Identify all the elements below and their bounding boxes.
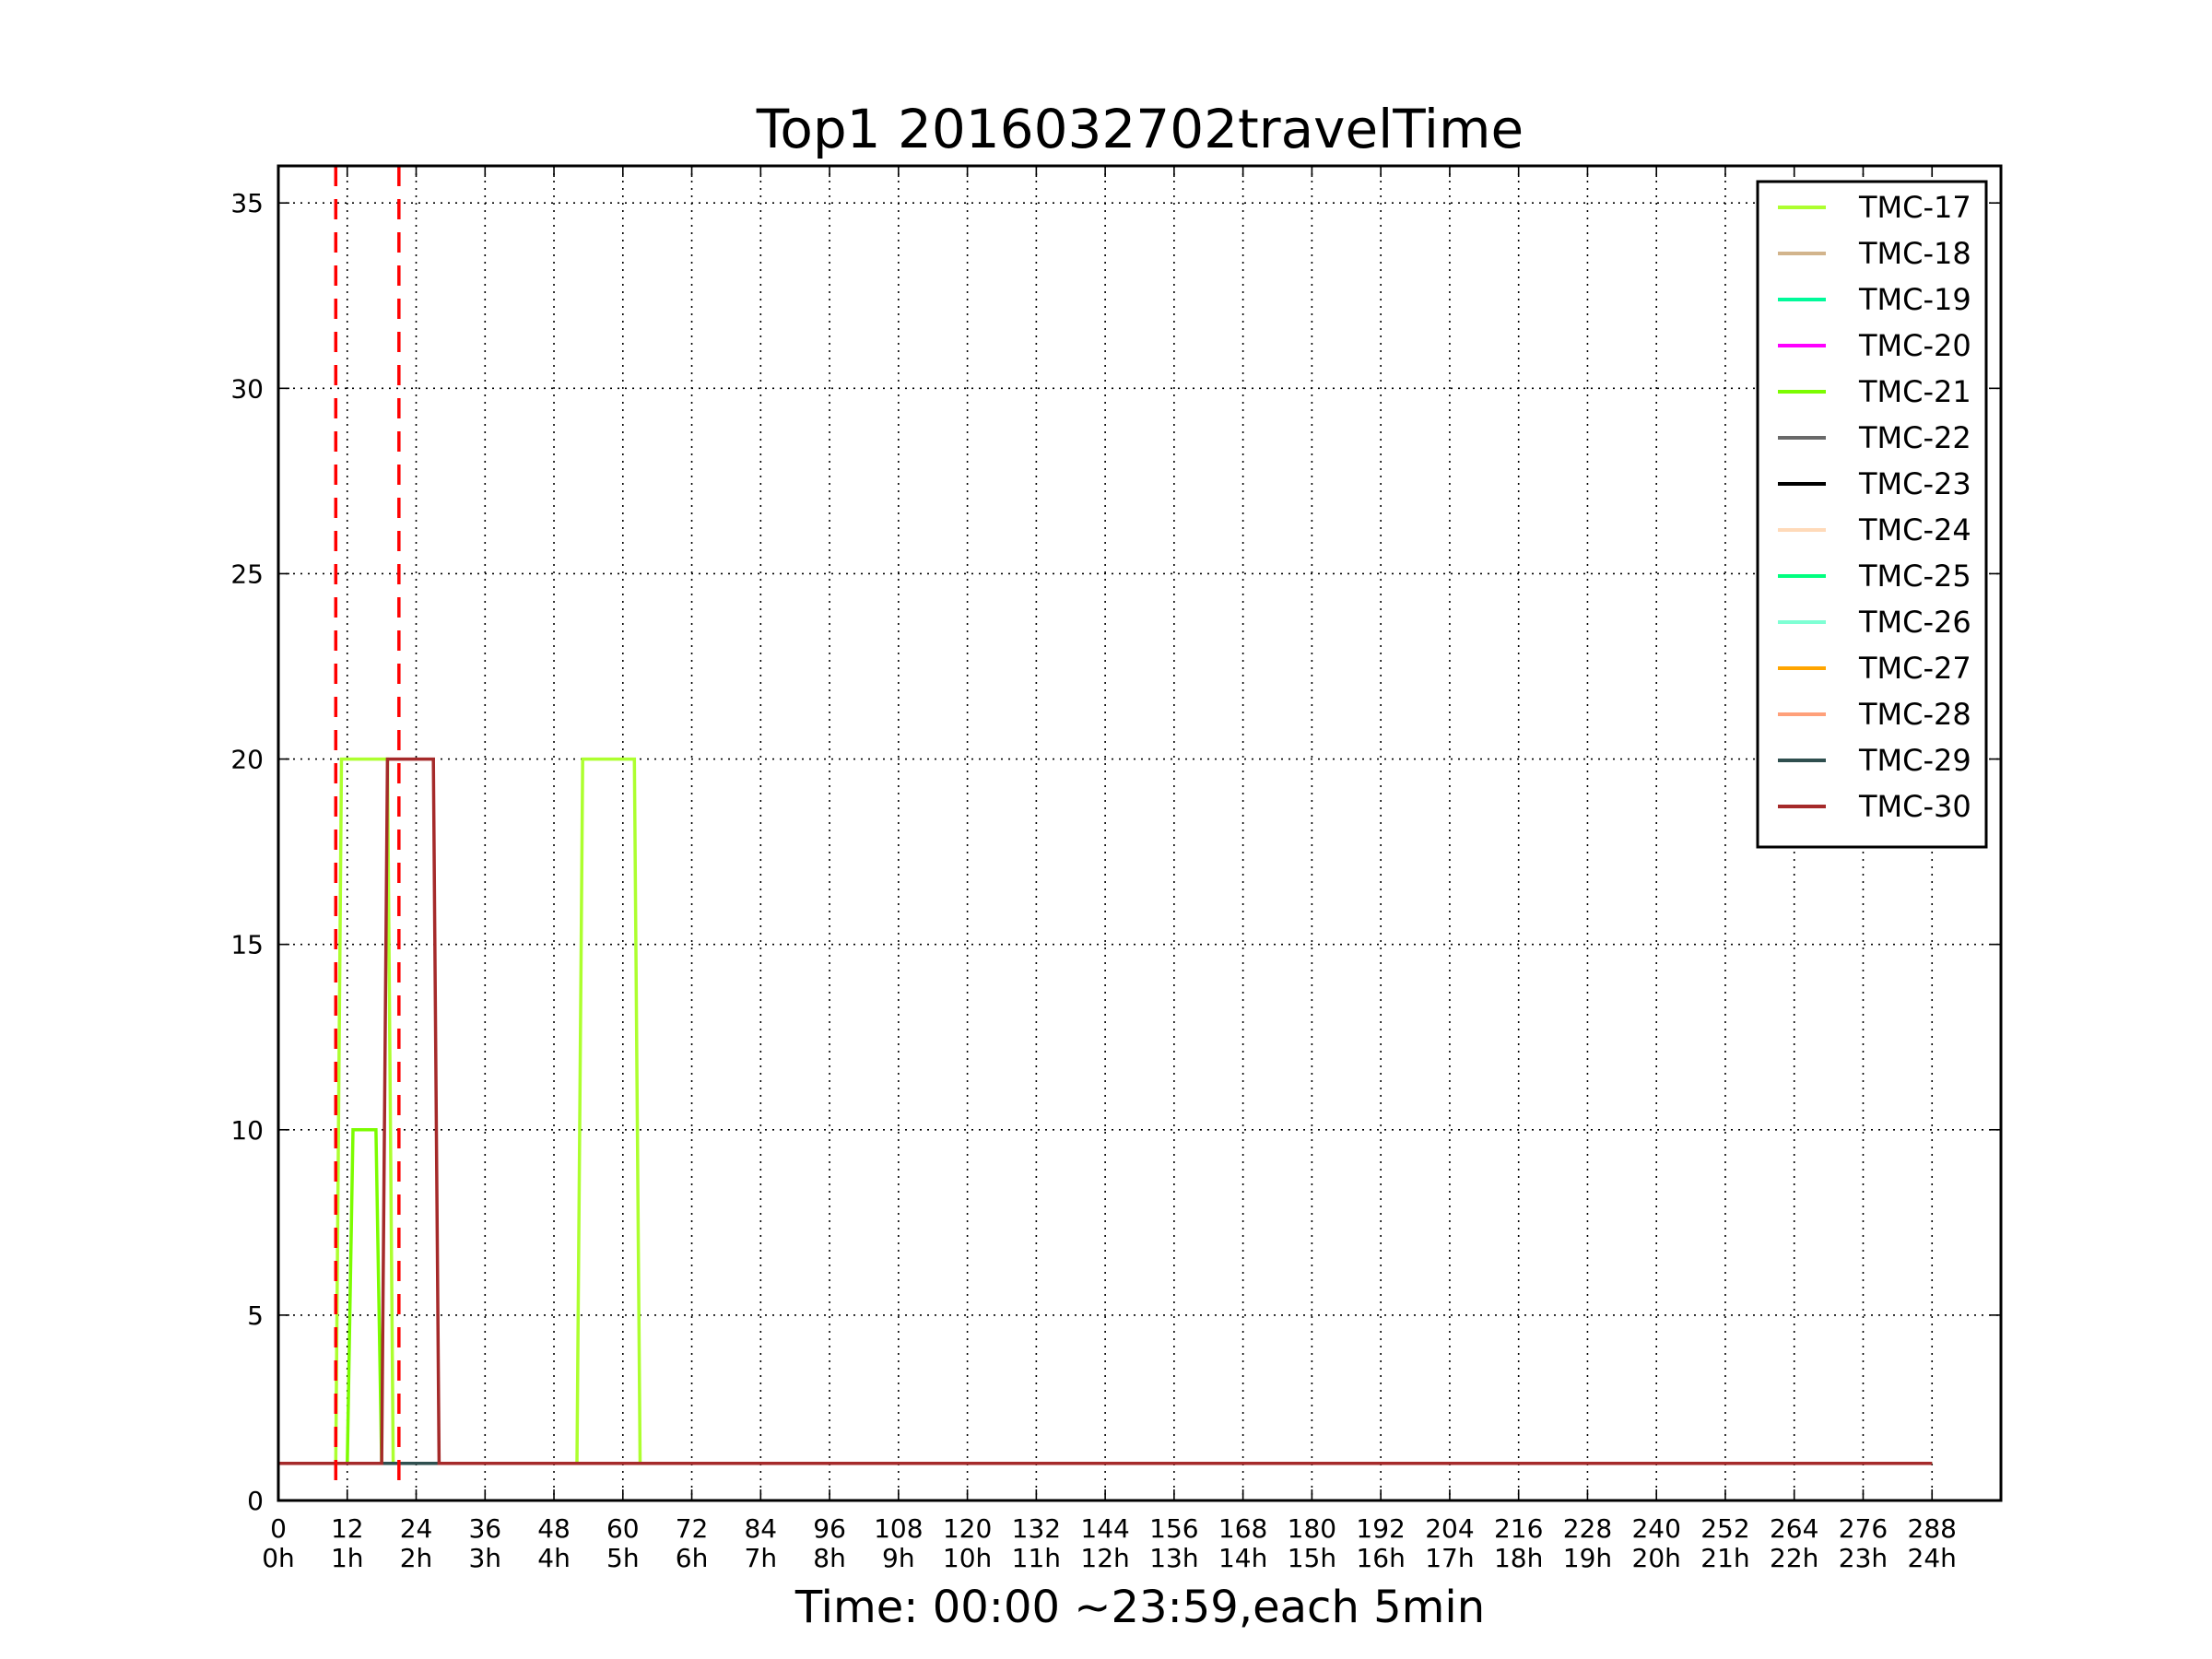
x-tick-hour-label: 6h	[676, 1543, 709, 1573]
x-tick-label: 144	[1080, 1513, 1129, 1544]
legend-label: TMC-30	[1858, 789, 1971, 824]
y-tick-label: 25	[230, 559, 264, 589]
x-tick-hour-label: 11h	[1012, 1543, 1061, 1573]
x-tick-hour-label: 16h	[1356, 1543, 1405, 1573]
x-tick-hour-label: 15h	[1288, 1543, 1336, 1573]
x-tick-label: 36	[468, 1513, 501, 1544]
x-tick-hour-label: 22h	[1770, 1543, 1818, 1573]
legend-label: TMC-19	[1858, 282, 1971, 317]
legend-label: TMC-26	[1858, 605, 1971, 640]
legend-label: TMC-18	[1858, 236, 1971, 271]
legend-label: TMC-28	[1858, 697, 1971, 732]
legend-label: TMC-22	[1858, 420, 1971, 455]
x-tick-hour-label: 2h	[400, 1543, 433, 1573]
legend-label: TMC-23	[1858, 466, 1971, 501]
x-tick-label: 168	[1218, 1513, 1267, 1544]
series-line-tmc-30	[278, 757, 1933, 1465]
y-tick-label: 20	[230, 745, 264, 775]
x-tick-label: 24	[400, 1513, 433, 1544]
x-tick-label: 108	[874, 1513, 923, 1544]
x-tick-label: 204	[1425, 1513, 1474, 1544]
legend-box	[1756, 180, 1988, 849]
x-tick-label: 12	[331, 1513, 364, 1544]
x-tick-hour-label: 19h	[1563, 1543, 1612, 1573]
x-tick-hour-label: 9h	[882, 1543, 915, 1573]
x-tick-label: 240	[1631, 1513, 1680, 1544]
event-markers	[334, 166, 401, 1484]
legend: TMC-17 TMC-18 TMC-19 TMC-20 TMC-21 TMC-22 TMC-…	[1756, 180, 1988, 849]
x-tick-hour-label: 10h	[943, 1543, 992, 1573]
x-tick-hour-label: 4h	[537, 1543, 571, 1573]
plot-frame	[276, 164, 2003, 1502]
x-tick-label: 288	[1908, 1513, 1957, 1544]
legend-label: TMC-25	[1858, 559, 1971, 594]
x-tick-hour-label: 17h	[1425, 1543, 1474, 1573]
legend-label: TMC-27	[1858, 651, 1971, 686]
x-tick-hour-label: 13h	[1149, 1543, 1198, 1573]
x-tick-label: 96	[813, 1513, 846, 1544]
legend-label: TMC-17	[1858, 190, 1971, 225]
x-tick-label: 276	[1839, 1513, 1888, 1544]
x-tick-label: 216	[1494, 1513, 1543, 1544]
y-tick-label: 35	[230, 188, 264, 218]
legend-label: TMC-20	[1858, 328, 1971, 363]
x-tick-hour-label: 21h	[1700, 1543, 1749, 1573]
x-tick-hour-label: 24h	[1908, 1543, 1957, 1573]
x-tick-hour-label: 20h	[1632, 1543, 1681, 1573]
x-tick-hour-label: 23h	[1839, 1543, 1888, 1573]
x-tick-label: 228	[1563, 1513, 1612, 1544]
x-tick-label: 252	[1700, 1513, 1749, 1544]
y-tick-label: 5	[247, 1300, 264, 1331]
legend-label: TMC-24	[1858, 512, 1971, 547]
x-tick-label: 0	[270, 1513, 287, 1544]
x-tick-hour-label: 8h	[813, 1543, 846, 1573]
x-tick-hour-label: 5h	[606, 1543, 640, 1573]
y-tick-label: 15	[230, 930, 264, 960]
legend-label: TMC-29	[1858, 743, 1971, 778]
x-tick-hour-label: 14h	[1218, 1543, 1267, 1573]
x-tick-hour-label: 12h	[1080, 1543, 1129, 1573]
axes: 00h121h242h363h484h605h726h847h968h1089h…	[230, 166, 2001, 1573]
x-tick-hour-label: 3h	[468, 1543, 501, 1573]
legend-label: TMC-21	[1858, 374, 1971, 409]
x-tick-label: 156	[1149, 1513, 1198, 1544]
x-tick-label: 60	[606, 1513, 640, 1544]
chart-title: Top1 2016032702travelTime	[756, 98, 1524, 160]
x-tick-label: 264	[1770, 1513, 1818, 1544]
y-tick-label: 10	[230, 1115, 264, 1146]
x-tick-label: 72	[676, 1513, 709, 1544]
x-tick-label: 120	[943, 1513, 992, 1544]
y-tick-label: 0	[247, 1486, 264, 1516]
x-tick-label: 180	[1288, 1513, 1336, 1544]
x-tick-hour-label: 7h	[745, 1543, 778, 1573]
x-tick-label: 48	[537, 1513, 571, 1544]
y-tick-label: 30	[230, 373, 264, 404]
x-tick-label: 192	[1356, 1513, 1405, 1544]
x-tick-label: 132	[1012, 1513, 1061, 1544]
x-tick-hour-label: 0h	[262, 1543, 295, 1573]
x-tick-hour-label: 18h	[1494, 1543, 1543, 1573]
x-axis-label: Time: 00:00 ~23:59,each 5min	[794, 1582, 1485, 1633]
x-tick-label: 84	[744, 1513, 777, 1544]
x-tick-hour-label: 1h	[331, 1543, 364, 1573]
